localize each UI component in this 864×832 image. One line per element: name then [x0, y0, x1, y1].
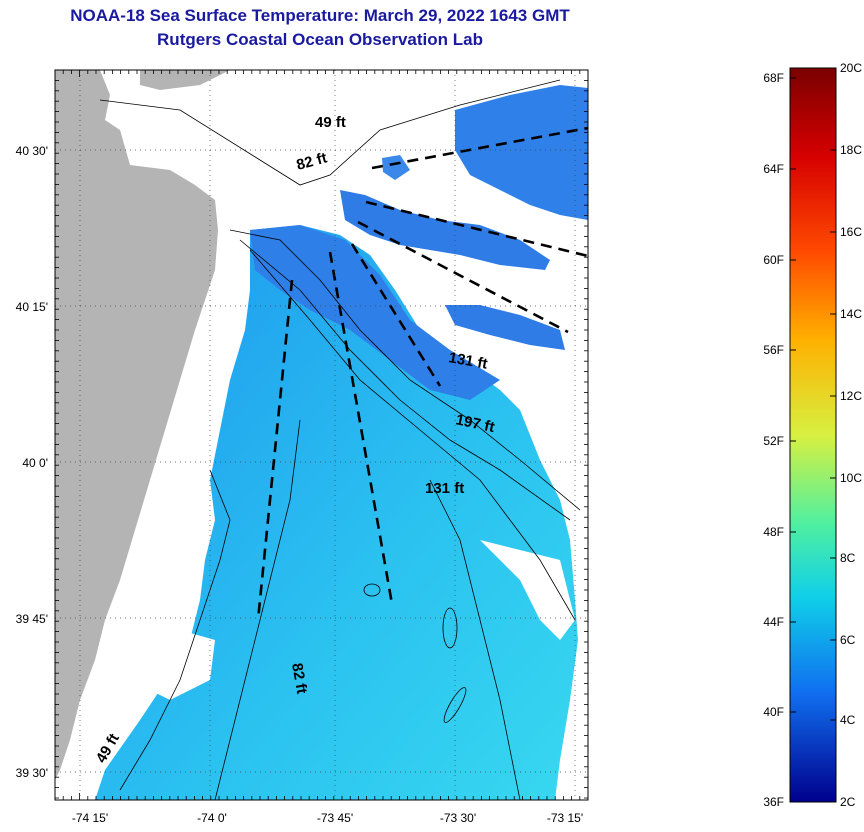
depth-label: 131 ft [447, 349, 489, 373]
colorbar-label-f: 56F [763, 343, 784, 357]
cloud-patch [480, 540, 575, 640]
lon-label: -73 15' [547, 811, 583, 825]
map-subtitle: Rutgers Coastal Ocean Observation Lab [157, 30, 483, 49]
land-long-island [140, 70, 230, 90]
lon-label: -73 30' [440, 811, 476, 825]
cloud-patch [150, 630, 215, 700]
colorbar-label-f: 40F [763, 705, 784, 719]
sst-water-cool-band [250, 225, 500, 400]
colorbar-label-f: 68F [763, 71, 784, 85]
map-frame [54, 69, 589, 801]
depth-contours [99, 79, 581, 800]
colorbar-label-c: 2C [840, 795, 856, 809]
colorbar-label-f: 48F [763, 525, 784, 539]
lon-label: -74 0' [197, 811, 227, 825]
colorbar-label-c: 20C [840, 61, 862, 75]
sst-patch-ne [455, 85, 588, 220]
colorbar-label-c: 14C [840, 307, 862, 321]
map-title: NOAA-18 Sea Surface Temperature: March 2… [70, 6, 570, 25]
lat-label: 40 15' [16, 300, 48, 314]
colorbar-label-f: 52F [763, 434, 784, 448]
colorbar-label-f: 44F [763, 615, 784, 629]
colorbar-label-c: 18C [840, 143, 862, 157]
sst-patch-mid [340, 190, 550, 270]
colorbar-label-f: 64F [763, 162, 784, 176]
lat-label: 39 45' [16, 612, 48, 626]
lat-label: 40 30' [16, 144, 48, 158]
depth-label: 49 ft [315, 114, 346, 131]
lat-label: 40 0' [22, 456, 48, 470]
map-area: 49 ft 82 ft 131 ft 197 ft 131 ft 82 ft 4… [55, 70, 588, 800]
colorbar-label-c: 10C [840, 471, 862, 485]
land-new-jersey [55, 70, 218, 780]
colorbar [789, 67, 837, 803]
sst-patch-small [382, 155, 410, 180]
colorbar-label-f: 36F [763, 795, 784, 809]
lon-label: -74 15' [72, 811, 108, 825]
colorbar-label-c: 6C [840, 633, 856, 647]
colorbar-label-c: 16C [840, 225, 862, 239]
map-ticks [54, 69, 589, 800]
colorbar-label-c: 12C [840, 389, 862, 403]
transect-lines [256, 126, 588, 621]
depth-label: 82 ft [288, 662, 310, 695]
lon-label: -73 45' [317, 811, 353, 825]
colorbar-ticks [790, 67, 836, 803]
depth-label: 131 ft [425, 480, 464, 497]
sst-patch-east [445, 305, 565, 350]
lat-label: 39 30' [16, 766, 48, 780]
colorbar-label-f: 60F [763, 253, 784, 267]
colorbar-label-c: 4C [840, 713, 856, 727]
colorbar-label-c: 8C [840, 551, 856, 565]
map-grid [55, 70, 588, 800]
